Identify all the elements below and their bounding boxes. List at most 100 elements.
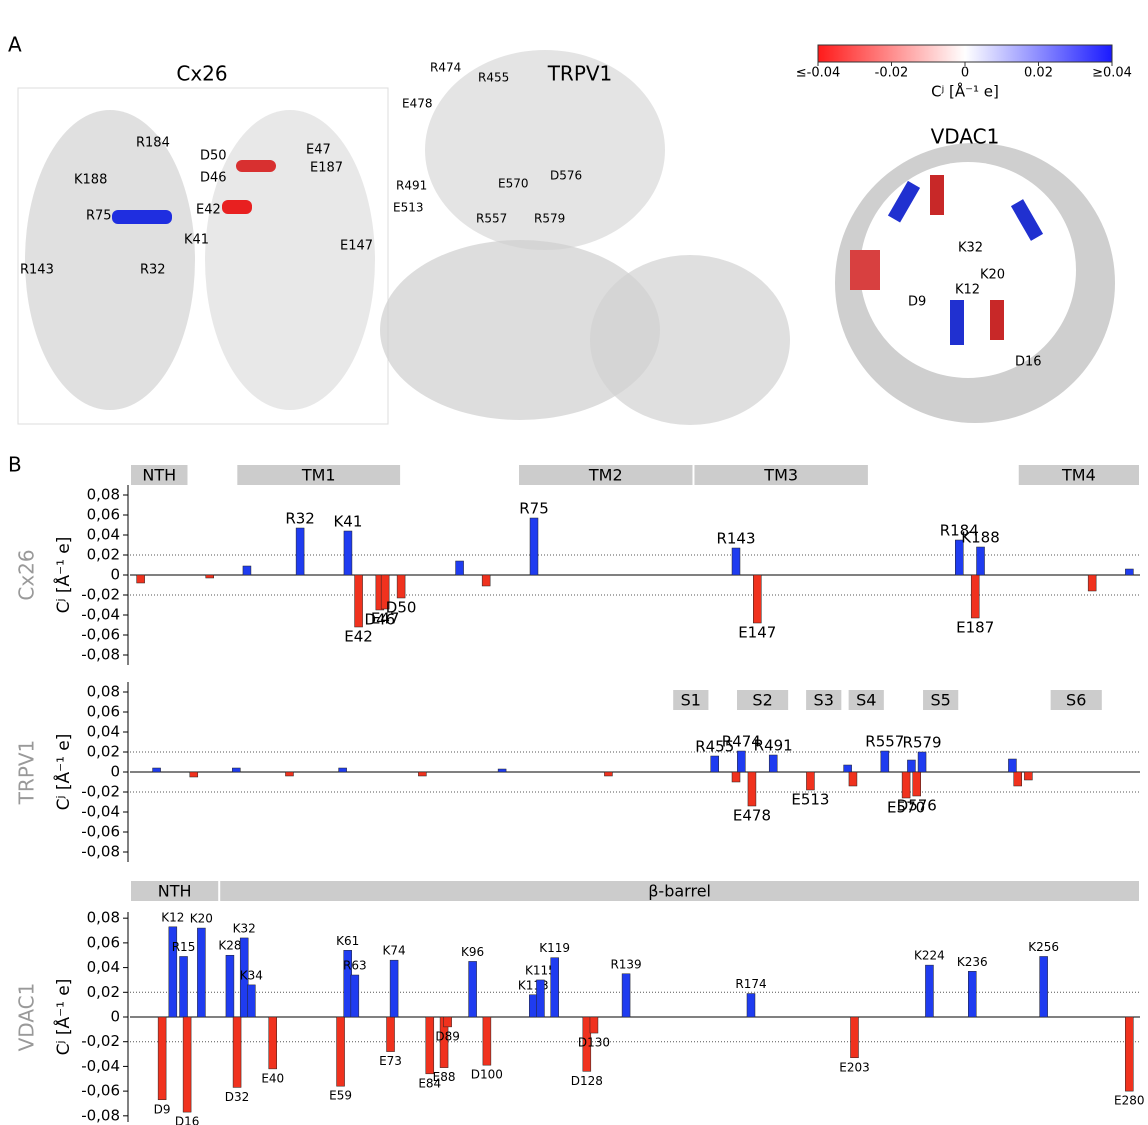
row-label: Cx26 (15, 549, 39, 600)
bar-label: E73 (379, 1054, 402, 1068)
bar (968, 971, 976, 1017)
residue-label: E570 (498, 177, 529, 191)
residue-label: E478 (402, 97, 433, 111)
bar (339, 768, 347, 772)
residue-label: R491 (396, 179, 427, 193)
segment-label: TM4 (1061, 466, 1096, 485)
bar-label: R75 (519, 500, 549, 518)
bar (925, 965, 933, 1017)
bar-label: K224 (914, 949, 945, 963)
y-tick-label: 0,06 (87, 933, 120, 951)
bar (397, 575, 405, 598)
segment-label: TM2 (588, 466, 623, 485)
bar (850, 1017, 858, 1058)
residue-label: K41 (184, 233, 209, 248)
bar-label: K12 (161, 910, 184, 924)
y-tick-label: -0,04 (81, 606, 120, 624)
bar-label: K256 (1028, 940, 1059, 954)
y-tick-label: 0 (110, 1008, 120, 1026)
bar-label: K20 (190, 912, 213, 926)
bar-label: E59 (329, 1089, 352, 1103)
bar-label: R15 (172, 940, 196, 954)
bar (604, 772, 612, 776)
y-tick-label: 0,08 (87, 909, 120, 927)
row-label: VDAC1 (15, 983, 39, 1052)
bar (344, 531, 352, 575)
segment-label: S6 (1066, 691, 1086, 710)
colorbar-tick-label: 0.02 (1024, 66, 1053, 81)
bar (529, 995, 537, 1017)
segment-label: NTH (158, 882, 192, 901)
y-tick-label: -0,02 (81, 783, 120, 801)
bar (1040, 956, 1048, 1017)
residue-label: R143 (20, 263, 54, 278)
bar (233, 1017, 241, 1087)
bar-label: K74 (383, 944, 406, 958)
y-tick-label: -0,06 (81, 626, 120, 644)
segment-label: S1 (681, 691, 701, 710)
residue-label: E513 (393, 201, 424, 215)
bar (907, 760, 915, 772)
bar-label: D576 (897, 797, 937, 815)
y-tick-label: 0,04 (87, 958, 120, 976)
bar (483, 1017, 491, 1065)
bar-label: K188 (961, 529, 999, 547)
bar-label: K119 (539, 941, 570, 955)
bar (732, 548, 740, 575)
bar-label: R557 (865, 733, 904, 751)
bar-label: K61 (336, 934, 359, 948)
residue-label: E187 (310, 161, 343, 176)
bar (849, 772, 857, 786)
bar (418, 772, 426, 776)
residue-label: D576 (550, 169, 582, 183)
bar (183, 1017, 191, 1112)
y-tick-label: -0,08 (81, 646, 120, 664)
bar (536, 980, 544, 1017)
bar-label: E513 (791, 791, 829, 809)
bar (197, 928, 205, 1017)
colorbar-tick-label: ≤-0.04 (796, 66, 841, 81)
bar (747, 994, 755, 1017)
bar (498, 769, 506, 772)
bar (732, 772, 740, 782)
bar-label: K41 (333, 513, 362, 531)
structure-title: Cx26 (176, 62, 227, 86)
bar (469, 961, 477, 1017)
y-axis-label: Cʲ [Å⁻¹ e] (52, 734, 74, 811)
bar (1125, 569, 1133, 575)
bar-label: R143 (716, 530, 755, 548)
bar (590, 1017, 598, 1033)
bar (444, 1017, 452, 1027)
y-tick-label: 0,06 (87, 506, 120, 524)
bar (482, 575, 490, 586)
bar (243, 566, 251, 575)
bar-label: D9 (154, 1102, 171, 1116)
figure: A B Cx26 TRPV1 VDAC1 Cʲ [Å⁻¹ e] R184K188… (0, 0, 1148, 1125)
bar (153, 768, 161, 772)
bar-label: D16 (175, 1115, 200, 1125)
bar (456, 561, 464, 575)
y-tick-label: 0,04 (87, 526, 120, 544)
y-tick-label: -0,06 (81, 823, 120, 841)
residue-label: D16 (1015, 355, 1042, 370)
bar (977, 547, 985, 575)
residue-label: R474 (430, 61, 461, 75)
residue-label: K188 (74, 173, 107, 188)
bar-label: R174 (735, 977, 766, 991)
segment-label: TM3 (763, 466, 798, 485)
bar (387, 1017, 395, 1052)
bar (247, 985, 255, 1017)
residue-label: D46 (200, 171, 227, 186)
residue-label: K20 (980, 268, 1005, 283)
y-tick-label: -0,08 (81, 843, 120, 861)
bar (426, 1017, 434, 1074)
y-tick-label: 0,08 (87, 486, 120, 504)
bar-label: R32 (285, 510, 315, 528)
structure-title: TRPV1 (547, 62, 613, 86)
bar-label: K96 (461, 945, 484, 959)
residue-label: D9 (908, 295, 926, 310)
bar (158, 1017, 166, 1100)
bar (913, 772, 921, 796)
bar (737, 751, 745, 772)
y-tick-label: -0,02 (81, 1032, 120, 1050)
